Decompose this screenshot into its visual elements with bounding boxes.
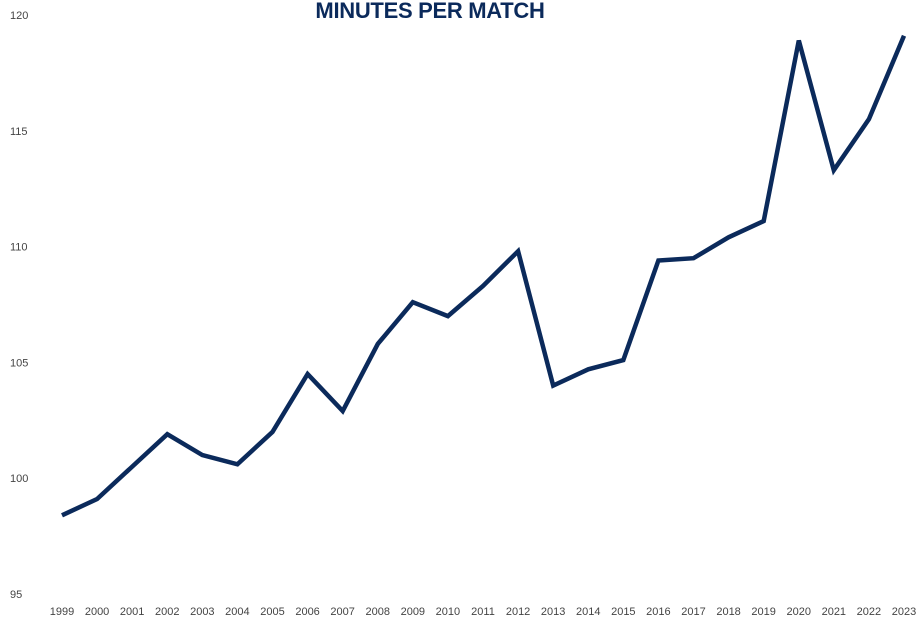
x-tick-label: 2008	[366, 606, 390, 618]
x-tick-label: 2001	[120, 606, 144, 618]
y-tick-label: 115	[10, 126, 28, 138]
x-tick-label: 2007	[330, 606, 354, 618]
series-line	[61, 34, 907, 518]
x-tick-label: 2019	[751, 606, 775, 618]
y-tick-label: 120	[10, 10, 28, 22]
x-tick-label: 2013	[541, 606, 565, 618]
x-axis-ticks: 1999 2000 2001 2002 2003 2004 2005 2006 2007 2008…	[50, 606, 916, 618]
x-tick-label: 2004	[225, 606, 249, 618]
x-tick-label: 2009	[401, 606, 425, 618]
x-tick-label: 2000	[85, 606, 109, 618]
y-tick-label: 105	[10, 357, 28, 369]
series-layer	[61, 34, 907, 518]
x-tick-label: 2014	[576, 606, 600, 618]
x-tick-label: 2021	[822, 606, 846, 618]
chart-title: MINUTES PER MATCH	[315, 0, 545, 23]
y-axis-ticks: 95 100 105 110 115 120	[10, 10, 28, 601]
x-tick-label: 2022	[857, 606, 881, 618]
x-tick-label: 2018	[716, 606, 740, 618]
x-tick-label: 2005	[260, 606, 284, 618]
x-tick-label: 2006	[295, 606, 319, 618]
x-tick-label: 2015	[611, 606, 635, 618]
y-tick-label: 110	[10, 242, 28, 254]
x-tick-label: 2012	[506, 606, 530, 618]
x-tick-label: 1999	[50, 606, 74, 618]
x-tick-label: 2011	[471, 606, 495, 618]
y-tick-label: 95	[10, 589, 22, 601]
x-tick-label: 2020	[787, 606, 811, 618]
x-tick-label: 2010	[436, 606, 460, 618]
y-tick-label: 100	[10, 473, 28, 485]
x-tick-label: 2017	[681, 606, 705, 618]
x-tick-label: 2023	[892, 606, 916, 618]
x-tick-label: 2002	[155, 606, 179, 618]
x-tick-label: 2016	[646, 606, 670, 618]
x-tick-label: 2003	[190, 606, 214, 618]
